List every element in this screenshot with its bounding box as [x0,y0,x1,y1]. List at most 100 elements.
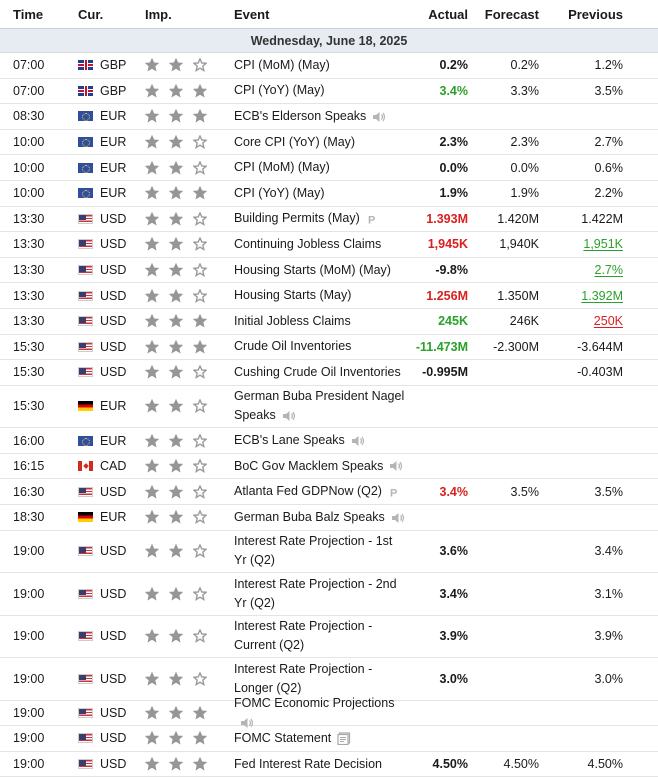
event-name[interactable]: CPI (MoM) (May) [234,160,330,175]
event-cell[interactable]: Atlanta Fed GDPNow (Q2) P [218,482,407,501]
table-row[interactable]: 15:30 USD Cushing Crude Oil Inventories -0.… [0,360,658,386]
previous-text[interactable]: 1.392M [581,288,623,303]
importance-stars [128,263,218,277]
event-cell[interactable]: CPI (YoY) (May) [218,184,407,203]
event-name[interactable]: German Buba Balz Speaks [234,509,385,524]
event-cell[interactable]: German Buba Balz Speaks [218,508,407,527]
table-row[interactable]: 07:00 GBP CPI (MoM) (May) 0.2% 0.2% 1.2% [0,53,658,79]
event-name[interactable]: FOMC Statement [234,730,332,745]
table-row[interactable]: 19:00 USD FOMC Economic Projections [0,696,658,728]
event-name[interactable]: Housing Starts (MoM) (May) [234,262,391,277]
event-name[interactable]: ECB's Elderson Speaks [234,108,367,123]
event-name[interactable]: Interest Rate Projection - 1st Yr (Q2) [234,534,393,568]
event-name[interactable]: Crude Oil Inventories [234,339,352,354]
event-cell[interactable]: Initial Jobless Claims [218,312,407,331]
event-cell[interactable]: FOMC Economic Projections [218,694,407,732]
table-row[interactable]: 18:30 EUR German Buba Balz Speaks [0,505,658,531]
table-row[interactable]: 10:00 EUR Core CPI (YoY) (May) 2.3% 2.3% 2.7% [0,130,658,156]
table-row[interactable]: 13:30 USD Housing Starts (May) 1.256M 1.350M… [0,283,658,309]
header-time[interactable]: Time [13,6,44,22]
event-cell[interactable]: CPI (YoY) (May) [218,81,407,100]
event-cell[interactable]: Core CPI (YoY) (May) [218,133,407,152]
event-name[interactable]: ECB's Lane Speaks [234,433,345,448]
flag-us-icon [78,341,93,352]
previous-text[interactable]: 2.7% [594,263,624,278]
header-forecast[interactable]: Forecast [484,6,539,22]
currency-code: USD [100,484,127,499]
event-name[interactable]: Cushing Crude Oil Inventories [234,364,401,379]
previous-text: 4.50% [587,757,623,772]
event-name[interactable]: CPI (YoY) (May) [234,185,325,200]
event-name[interactable]: Housing Starts (May) [234,288,352,303]
table-row[interactable]: 13:30 USD Building Permits (May) P 1.393M 1.4… [0,207,658,233]
table-row[interactable]: 08:30 EUR ECB's Elderson Speaks [0,104,658,130]
event-time: 19:00 [13,757,45,772]
event-cell[interactable]: Building Permits (May) P [218,209,407,228]
event-cell[interactable]: ECB's Elderson Speaks [218,107,407,126]
header-event[interactable]: Event [234,6,270,22]
table-row[interactable]: 16:00 EUR ECB's Lane Speaks [0,428,658,454]
event-cell[interactable]: Interest Rate Projection - Current (Q2) [218,617,407,655]
star-filled-icon [145,211,159,226]
event-cell[interactable]: Fed Interest Rate Decision [218,755,407,774]
table-row[interactable]: 07:00 GBP CPI (YoY) (May) 3.4% 3.3% 3.5% [0,79,658,105]
table-row[interactable]: 19:00 USD Interest Rate Projection - 1st Y… [0,531,658,574]
event-name[interactable]: Fed Interest Rate Decision [234,756,382,771]
table-row[interactable]: 16:30 USD Atlanta Fed GDPNow (Q2) P 3.4% 3.5%… [0,479,658,505]
event-name[interactable]: Interest Rate Projection - 2nd Yr (Q2) [234,576,397,610]
event-cell[interactable]: German Buba President Nagel Speaks [218,387,407,425]
star-filled-icon [169,510,183,524]
table-row[interactable]: 19:00 USD Fed Interest Rate Decision 4.50% 4… [0,752,658,778]
header-previous[interactable]: Previous [568,6,623,22]
previous-text[interactable]: 1,951K [583,237,623,252]
event-cell[interactable]: Continuing Jobless Claims [218,235,407,254]
flag-ca-icon [78,461,93,472]
event-cell[interactable]: FOMC Statement [218,729,407,748]
currency-code: GBP [100,58,127,73]
table-row[interactable]: 15:30 EUR German Buba President Nagel Spea… [0,386,658,429]
event-cell[interactable]: Cushing Crude Oil Inventories [218,363,407,382]
header-importance[interactable]: Imp. [145,6,172,22]
table-row[interactable]: 15:30 USD Crude Oil Inventories -11.473M -2.… [0,335,658,361]
event-cell[interactable]: Housing Starts (May) [218,286,407,305]
event-cell[interactable]: Interest Rate Projection - 1st Yr (Q2) [218,532,407,570]
event-name[interactable]: BoC Gov Macklem Speaks [234,458,384,473]
table-row[interactable]: 13:30 USD Continuing Jobless Claims 1,945K 1… [0,232,658,258]
event-name[interactable]: FOMC Economic Projections [234,695,395,710]
header-currency[interactable]: Cur. [78,6,104,22]
event-cell[interactable]: Crude Oil Inventories [218,337,407,356]
event-cell[interactable]: Interest Rate Projection - Longer (Q2) [218,660,407,698]
event-name[interactable]: Atlanta Fed GDPNow (Q2) [234,484,382,499]
table-row[interactable]: 19:00 USD Interest Rate Projection - Curre… [0,616,658,659]
event-name[interactable]: CPI (YoY) (May) [234,83,325,98]
event-name[interactable]: Building Permits (May) [234,211,360,226]
star-empty-icon [193,459,207,474]
star-filled-icon [169,211,183,226]
table-row[interactable]: 16:15 CAD BoC Gov Macklem Speaks [0,454,658,480]
table-row[interactable]: 10:00 EUR CPI (YoY) (May) 1.9% 1.9% 2.2% [0,181,658,207]
event-name[interactable]: German Buba President Nagel Speaks [234,389,405,423]
table-row[interactable]: 13:30 USD Housing Starts (MoM) (May) -9.8% 2… [0,258,658,284]
table-row[interactable]: 19:00 USD FOMC Statement [0,726,658,752]
event-cell[interactable]: CPI (MoM) (May) [218,56,407,75]
header-actual[interactable]: Actual [428,6,468,22]
event-name[interactable]: Interest Rate Projection - Longer (Q2) [234,661,373,695]
event-cell[interactable]: ECB's Lane Speaks [218,431,407,450]
event-name[interactable]: Core CPI (YoY) (May) [234,134,356,149]
table-row[interactable]: 19:00 USD Interest Rate Projection - Longe… [0,658,658,701]
table-row[interactable]: 13:30 USD Initial Jobless Claims 245K 246K 25… [0,309,658,335]
event-name[interactable]: CPI (MoM) (May) [234,57,330,72]
event-cell[interactable]: CPI (MoM) (May) [218,158,407,177]
event-cell[interactable]: BoC Gov Macklem Speaks [218,457,407,476]
flag-us-icon [78,546,93,557]
table-row[interactable]: 19:00 USD Interest Rate Projection - 2nd Y… [0,573,658,616]
event-cell[interactable]: Interest Rate Projection - 2nd Yr (Q2) [218,575,407,613]
previous-text: 3.4% [594,544,624,559]
importance-stars [128,314,218,328]
event-cell[interactable]: Housing Starts (MoM) (May) [218,261,407,280]
event-name[interactable]: Interest Rate Projection - Current (Q2) [234,619,373,653]
previous-text[interactable]: 250K [593,314,623,329]
event-name[interactable]: Initial Jobless Claims [234,313,351,328]
table-row[interactable]: 10:00 EUR CPI (MoM) (May) 0.0% 0.0% 0.6% [0,155,658,181]
event-name[interactable]: Continuing Jobless Claims [234,236,382,251]
